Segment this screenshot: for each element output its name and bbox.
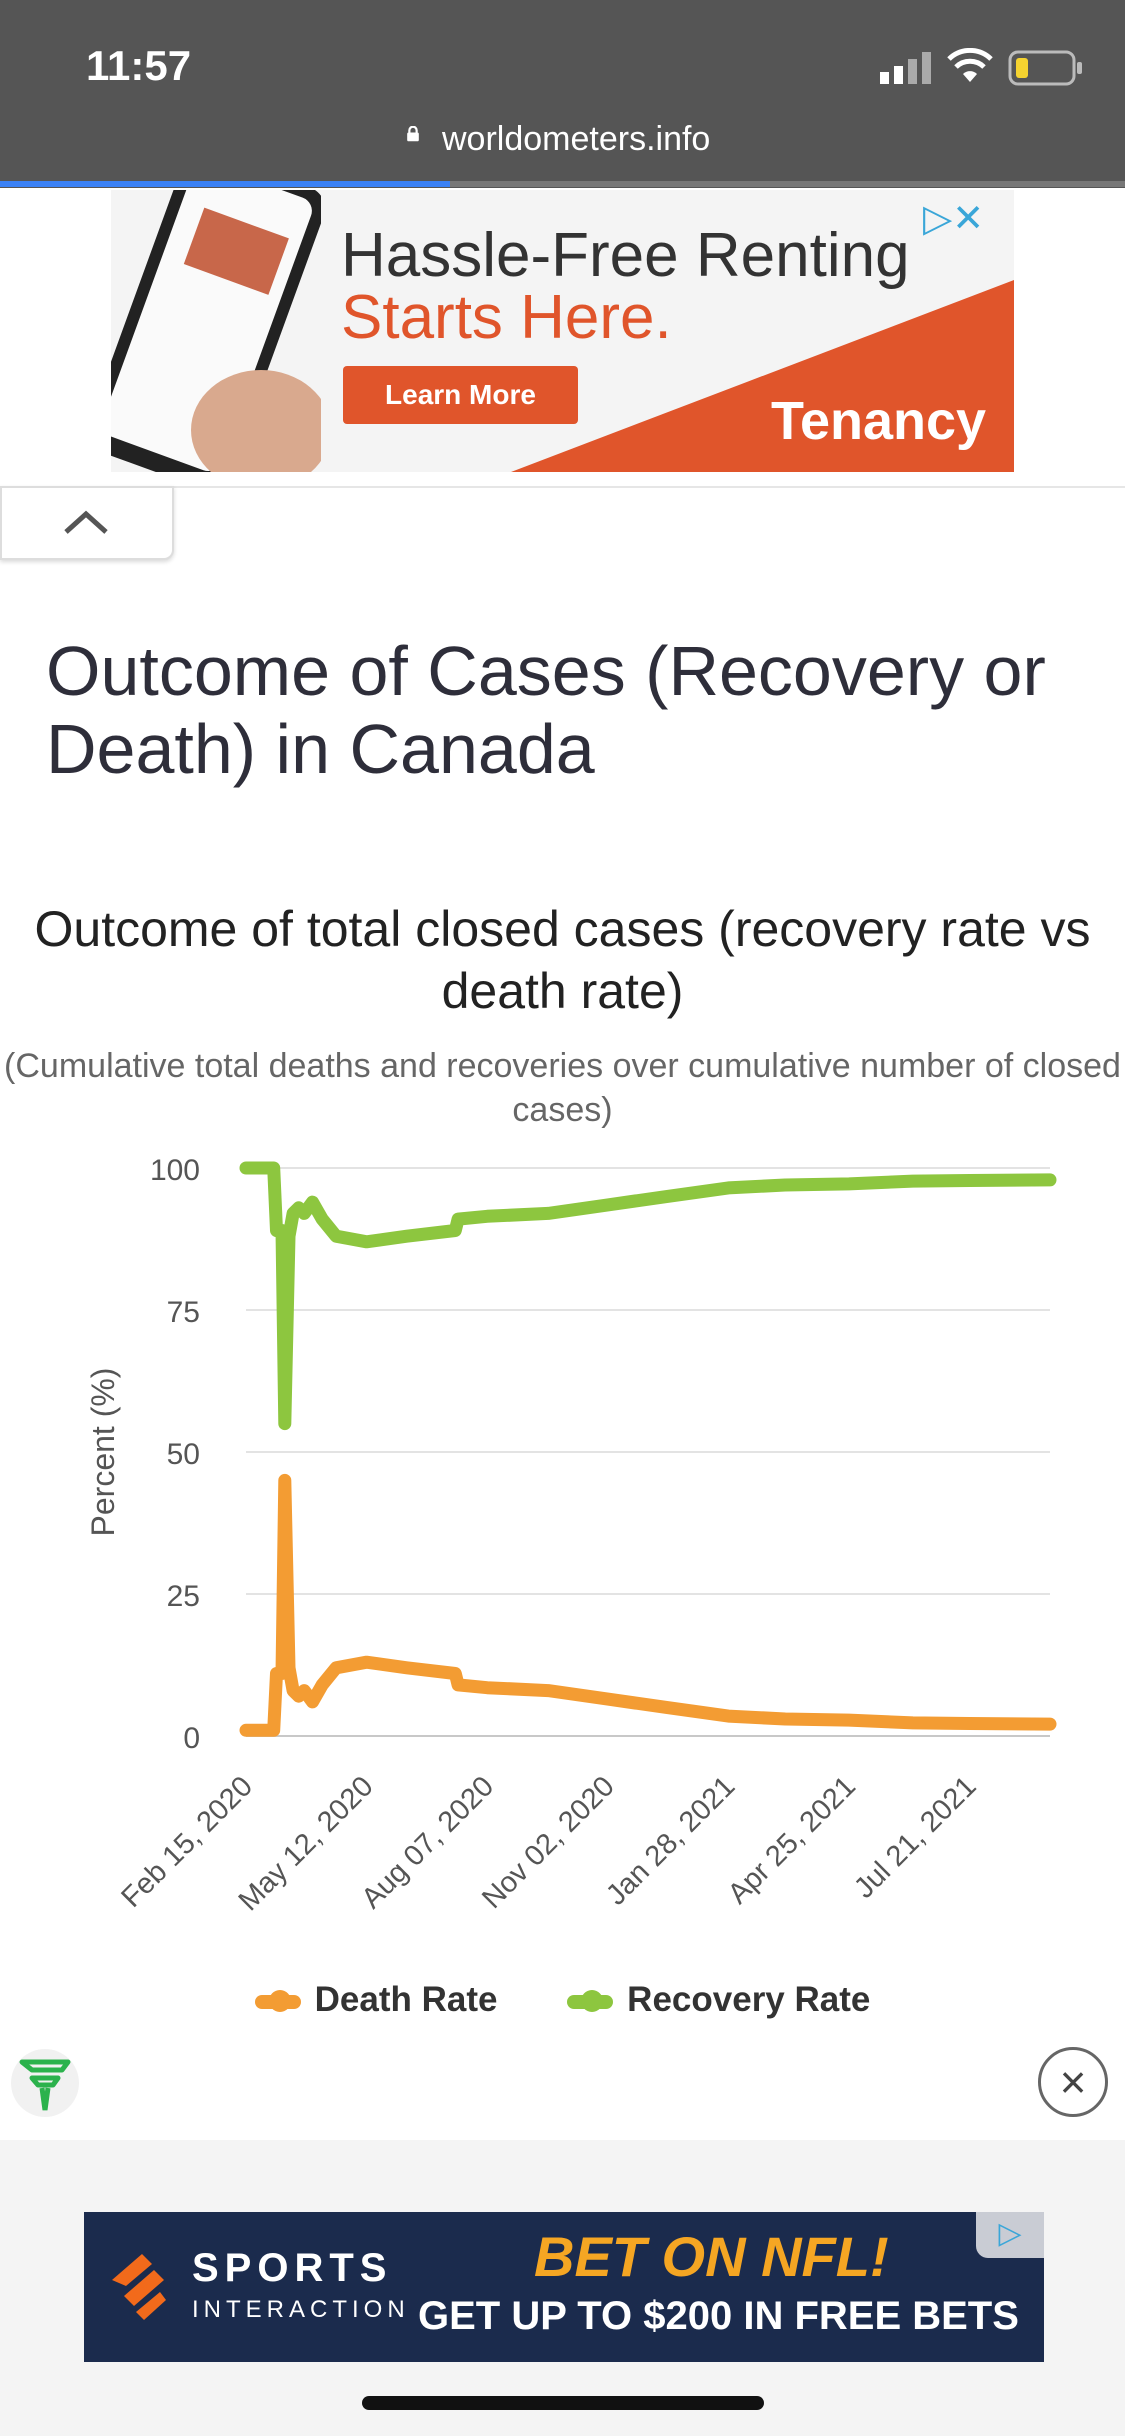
divider [170,486,1125,488]
chart-legend: Death Rate Recovery Rate [0,1980,1125,2020]
y-tick-label: 75 [167,1296,200,1329]
ad-subline: GET UP TO $200 IN FREE BETS [418,2294,1019,2338]
close-ad-button[interactable]: × [1038,2047,1108,2117]
legend-label-death: Death Rate [314,1980,498,2019]
ad-headline: BET ON NFL! [534,2225,889,2288]
ad-brand-line1: SPORTS [192,2246,393,2290]
y-tick-label: 0 [183,1722,200,1755]
signal-icon [880,52,931,84]
x-tick-label: Jan 28, 2021 [600,1770,741,1911]
status-bar: 11:57 [0,0,1125,110]
legend-item-death-rate[interactable]: Death Rate [254,1980,498,2020]
home-indicator[interactable] [362,2396,764,2410]
learn-more-button[interactable]: Learn More [343,366,578,424]
address-bar[interactable] [0,110,1125,188]
y-tick-label: 50 [167,1438,200,1471]
x-tick-label: Jul 21, 2021 [848,1770,982,1904]
chevron-up-icon [64,510,108,534]
x-tick-label: Apr 25, 2021 [722,1770,862,1910]
top-ad-banner[interactable]: Hassle-Free Renting Starts Here. Learn M… [111,190,1014,472]
y-axis-label: Percent (%) [85,1368,121,1537]
ad-headline-line2: Starts Here. [341,283,672,352]
ad-background-graphic [511,280,1014,472]
url-text[interactable]: worldometers.info [442,120,711,158]
legend-marker-death [254,1989,301,2012]
y-tick-label: 25 [167,1580,200,1613]
collapse-ad-button[interactable] [0,486,174,560]
chart-title: Outcome of total closed cases (recovery … [34,901,1091,1019]
load-progress-track [0,181,1125,187]
load-progress-bar [0,181,450,187]
bottom-ad-banner[interactable]: SPORTS INTERACTION BET ON NFL! GET UP TO… [84,2212,1044,2362]
phone-in-hand-image [111,190,321,472]
y-tick-label: 100 [150,1154,200,1187]
page-title: Outcome of Cases (Recovery or Death) in … [46,632,1046,788]
legend-marker-recovery [567,1989,614,2012]
lock-icon [407,126,419,142]
battery-icon [1008,50,1082,86]
legend-label-recovery: Recovery Rate [627,1980,871,2019]
series-line-recovery-rate [239,1161,1057,1431]
feedly-icon[interactable] [10,2048,80,2118]
chart-subtitle: (Cumulative total deaths and recoveries … [4,1047,1121,1129]
ad-brand-logo: Tenancy [771,391,987,451]
series-line-death-rate [239,1473,1057,1737]
adchoices-close-icon[interactable]: ▷✕ [923,198,985,240]
sports-interaction-logo-icon [112,2254,166,2320]
status-time: 11:57 [86,42,192,89]
wifi-icon [947,48,993,82]
ad-brand-line2: INTERACTION [192,2296,410,2323]
legend-item-recovery-rate[interactable]: Recovery Rate [567,1980,870,2020]
ad-headline-line1: Hassle-Free Renting [341,221,910,290]
adchoices-icon[interactable]: ▷ [976,2212,1044,2258]
